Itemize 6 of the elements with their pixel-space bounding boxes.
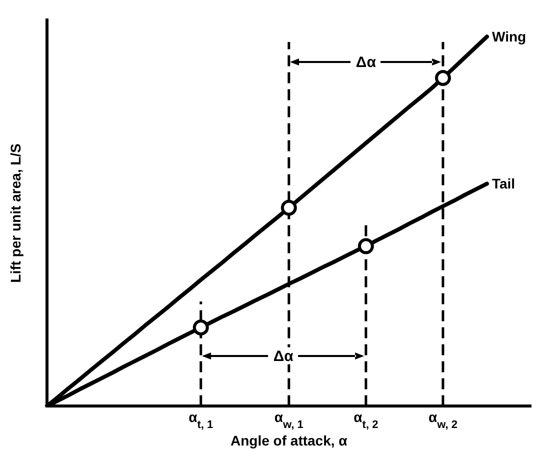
series-label: Tail (492, 176, 516, 192)
x-axis-title: Angle of attack, α (230, 432, 348, 448)
y-axis-title: Lift per unit area, L/S (7, 143, 24, 283)
annotation: Δα (273, 348, 294, 366)
annotation: Δα (356, 54, 377, 71)
series-label: Wing (492, 28, 526, 45)
